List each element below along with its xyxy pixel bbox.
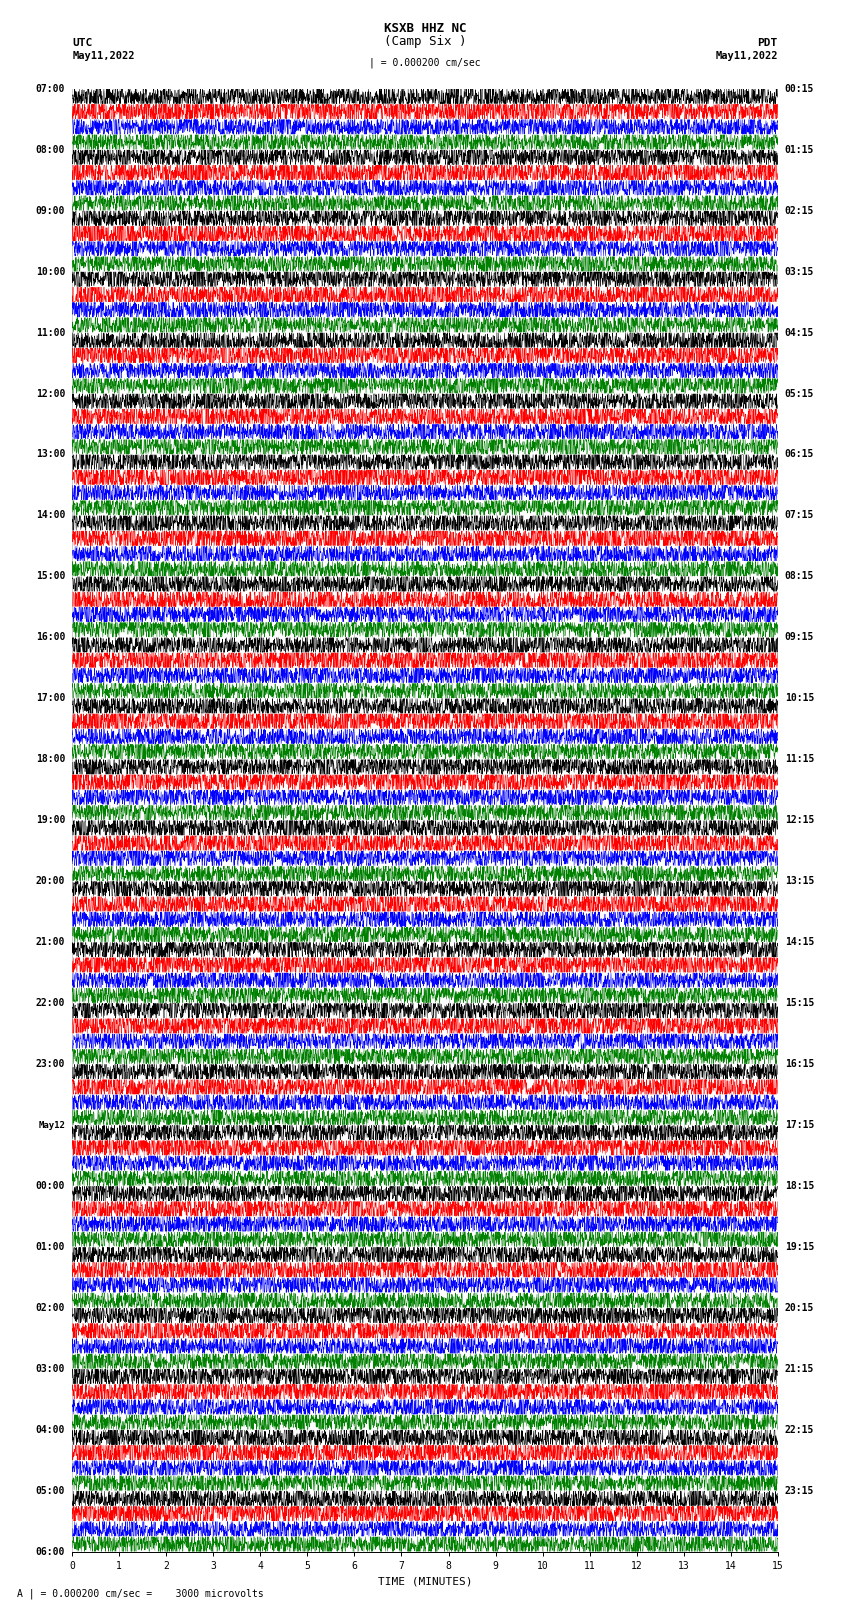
Text: 17:00: 17:00 <box>36 694 65 703</box>
Text: 14:00: 14:00 <box>36 510 65 521</box>
Text: 22:15: 22:15 <box>785 1424 814 1436</box>
Text: 02:15: 02:15 <box>785 205 814 216</box>
Text: 20:00: 20:00 <box>36 876 65 886</box>
X-axis label: TIME (MINUTES): TIME (MINUTES) <box>377 1576 473 1586</box>
Text: 18:15: 18:15 <box>785 1181 814 1190</box>
Text: 08:15: 08:15 <box>785 571 814 581</box>
Text: 20:15: 20:15 <box>785 1303 814 1313</box>
Text: 03:15: 03:15 <box>785 266 814 276</box>
Text: 10:00: 10:00 <box>36 266 65 276</box>
Text: 00:15: 00:15 <box>785 84 814 94</box>
Text: 21:00: 21:00 <box>36 937 65 947</box>
Text: 04:15: 04:15 <box>785 327 814 337</box>
Text: 07:00: 07:00 <box>36 84 65 94</box>
Text: 08:00: 08:00 <box>36 145 65 155</box>
Text: 05:00: 05:00 <box>36 1486 65 1495</box>
Text: 18:00: 18:00 <box>36 755 65 765</box>
Text: 16:00: 16:00 <box>36 632 65 642</box>
Text: 05:15: 05:15 <box>785 389 814 398</box>
Text: 00:00: 00:00 <box>36 1181 65 1190</box>
Text: PDT: PDT <box>757 39 778 48</box>
Text: 13:00: 13:00 <box>36 450 65 460</box>
Text: 15:00: 15:00 <box>36 571 65 581</box>
Text: 15:15: 15:15 <box>785 998 814 1008</box>
Text: 19:15: 19:15 <box>785 1242 814 1252</box>
Text: 10:15: 10:15 <box>785 694 814 703</box>
Text: 01:00: 01:00 <box>36 1242 65 1252</box>
Text: 19:00: 19:00 <box>36 815 65 826</box>
Text: 01:15: 01:15 <box>785 145 814 155</box>
Text: | = 0.000200 cm/sec: | = 0.000200 cm/sec <box>369 56 481 68</box>
Text: 21:15: 21:15 <box>785 1365 814 1374</box>
Text: KSXB HHZ NC: KSXB HHZ NC <box>383 23 467 35</box>
Text: 11:00: 11:00 <box>36 327 65 337</box>
Text: 06:15: 06:15 <box>785 450 814 460</box>
Text: 11:15: 11:15 <box>785 755 814 765</box>
Text: May11,2022: May11,2022 <box>715 52 778 61</box>
Text: 04:00: 04:00 <box>36 1424 65 1436</box>
Text: (Camp Six ): (Camp Six ) <box>383 35 467 48</box>
Text: 07:15: 07:15 <box>785 510 814 521</box>
Text: 09:00: 09:00 <box>36 205 65 216</box>
Text: 22:00: 22:00 <box>36 998 65 1008</box>
Text: 03:00: 03:00 <box>36 1365 65 1374</box>
Text: 12:15: 12:15 <box>785 815 814 826</box>
Text: UTC: UTC <box>72 39 93 48</box>
Text: 06:00: 06:00 <box>36 1547 65 1557</box>
Text: May11,2022: May11,2022 <box>72 52 135 61</box>
Text: 17:15: 17:15 <box>785 1119 814 1131</box>
Text: May12: May12 <box>38 1121 65 1129</box>
Text: 12:00: 12:00 <box>36 389 65 398</box>
Text: 13:15: 13:15 <box>785 876 814 886</box>
Text: 02:00: 02:00 <box>36 1303 65 1313</box>
Text: 16:15: 16:15 <box>785 1060 814 1069</box>
Text: 23:00: 23:00 <box>36 1060 65 1069</box>
Text: A | = 0.000200 cm/sec =    3000 microvolts: A | = 0.000200 cm/sec = 3000 microvolts <box>17 1589 264 1598</box>
Text: 23:15: 23:15 <box>785 1486 814 1495</box>
Text: 14:15: 14:15 <box>785 937 814 947</box>
Text: 09:15: 09:15 <box>785 632 814 642</box>
